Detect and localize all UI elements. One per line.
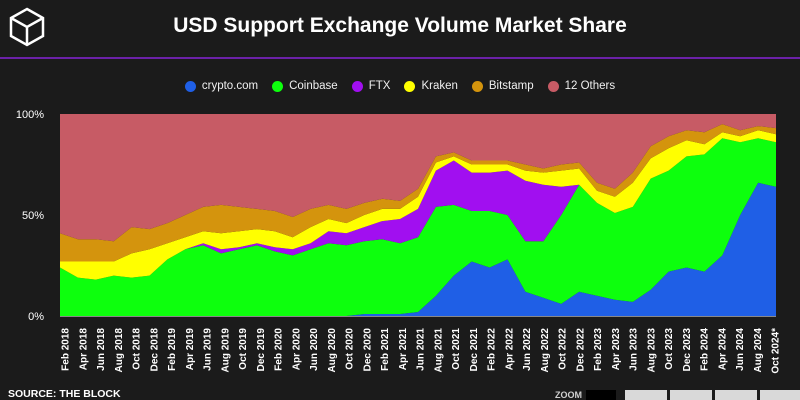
x-tick-label: Oct 2020 [345,328,356,370]
x-tick-label: Feb 2021 [380,328,391,371]
x-tick-label: Feb 2019 [167,328,178,371]
zoom-button-2[interactable] [670,390,712,400]
area-series-0 [60,182,776,316]
legend-swatch [471,80,483,92]
legend-swatch [547,80,559,92]
area-series-1 [60,138,776,316]
zoom-button-3[interactable] [715,390,757,400]
x-tick-label: Feb 2023 [593,328,604,371]
x-tick-label: Jun 2020 [309,328,320,371]
area-series-3 [60,130,776,280]
x-tick-label: Oct 2018 [132,328,143,370]
x-tick-label: Apr 2024 [717,328,728,371]
legend-swatch [272,80,284,92]
zoom-button-4[interactable] [760,390,800,400]
legend-label: 12 Others [564,80,616,92]
y-tick-label: 100% [16,109,44,121]
x-tick-label: Jun 2018 [96,328,107,371]
x-tick-label: Oct 2019 [238,328,249,370]
x-tick-label: Apr 2020 [291,328,302,371]
chart-legend: crypto.com Coinbase FTX Kraken Bitstamp 12 Ot… [0,80,800,92]
legend-item-4[interactable]: Bitstamp [471,80,534,92]
x-tick-label: Aug 2022 [540,328,551,373]
legend-label: Kraken [421,80,458,92]
x-tick-label: Feb 2018 [61,328,72,371]
source-note: SOURCE: THE BLOCK [8,388,121,400]
stacked-area-chart: 0% 50% 100% Feb 2018 Apr 2018 Jun 2018 Aug 201… [16,109,782,374]
x-tick-label: Oct 2021 [451,328,462,370]
x-tick-label: Feb 2022 [487,328,498,371]
y-tick-label: 50% [22,210,44,222]
area-series-4 [60,124,776,262]
x-tick-label: Feb 2020 [274,328,285,371]
x-tick-label: Apr 2022 [504,328,515,371]
x-tick-label: Apr 2018 [78,328,89,371]
x-tick-label: Aug 2024 [753,328,764,373]
x-tick-label: Dec 2018 [149,328,160,372]
zoom-range-bar[interactable] [586,390,616,400]
x-tick-label: Aug 2021 [433,328,444,373]
title-divider [0,57,800,59]
x-tick-label: Aug 2020 [327,328,338,373]
area-series-5 [60,114,776,242]
x-tick-label: Apr 2019 [185,328,196,371]
x-tick-label: Aug 2023 [646,328,657,373]
legend-label: crypto.com [201,80,259,92]
x-tick-label: Dec 2021 [469,328,480,372]
legend-swatch [404,80,416,92]
x-tick-label: Aug 2018 [114,328,125,373]
legend-label: Bitstamp [488,80,534,92]
x-tick-label: Oct 2023 [664,328,675,370]
legend-item-0[interactable]: crypto.com [184,80,259,92]
chart-title: USD Support Exchange Volume Market Share [173,14,627,37]
x-tick-label: Oct 2022 [558,328,569,370]
legend-item-5[interactable]: 12 Others [547,80,616,92]
x-tick-label: Jun 2024 [735,328,746,371]
x-tick-label: Dec 2020 [362,328,373,372]
legend-swatch [351,80,363,92]
x-tick-label: Oct 2024* [771,328,782,374]
zoom-label: ZOOM [555,390,582,400]
x-tick-label: Dec 2022 [575,328,586,372]
x-tick-label: Aug 2019 [220,328,231,373]
x-tick-label: Jun 2023 [629,328,640,371]
legend-item-2[interactable]: FTX [351,80,391,92]
y-tick-label: 0% [28,311,44,323]
legend-item-1[interactable]: Coinbase [272,80,338,92]
x-tick-label: Apr 2023 [611,328,622,371]
x-tick-label: Jun 2022 [522,328,533,371]
x-tick-label: Jun 2019 [203,328,214,371]
zoom-button-1[interactable] [625,390,667,400]
legend-label: FTX [368,80,391,92]
legend-swatch [184,80,196,92]
legend-item-3[interactable]: Kraken [404,80,458,92]
legend-label: Coinbase [289,80,338,92]
x-tick-label: Dec 2023 [682,328,693,372]
x-tick-label: Jun 2021 [416,328,427,371]
x-tick-label: Apr 2021 [398,328,409,371]
x-tick-label: Feb 2024 [700,328,711,371]
x-tick-label: Dec 2019 [256,328,267,372]
the-block-logo [9,7,45,47]
